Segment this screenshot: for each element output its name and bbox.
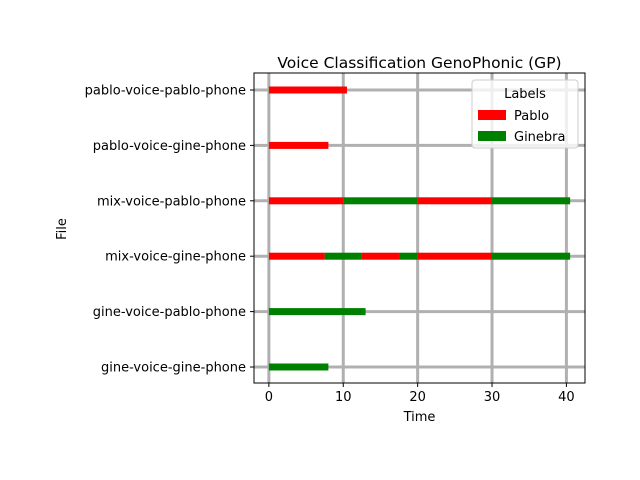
x-tick-label: 10 — [335, 390, 352, 405]
bar-segment-ginebra — [492, 252, 571, 260]
bar-segment-pablo — [268, 86, 347, 94]
x-axis-label: Time — [403, 410, 436, 425]
legend: Labels Pablo Ginebra — [471, 79, 579, 149]
y-tick-label: mix-voice-gine-phone — [105, 250, 246, 265]
y-tick-label: gine-voice-pablo-phone — [93, 305, 246, 320]
y-tick-label: pablo-voice-gine-phone — [93, 139, 246, 154]
bar-segment-pablo — [268, 197, 344, 205]
ticks: 0 10 20 30 40 pablo-voice-pablo-phone pablo-vo… — [85, 84, 575, 406]
bar-segment-ginebra — [492, 197, 571, 205]
bar-segment-pablo — [361, 252, 400, 260]
y-tick-label: mix-voice-pablo-phone — [97, 194, 246, 209]
bar-segment-pablo — [417, 252, 493, 260]
bar-segment-pablo — [417, 197, 493, 205]
plot-frame — [253, 72, 586, 384]
legend-swatch-pablo — [478, 110, 506, 120]
bar-segment-ginebra — [343, 197, 418, 205]
bars — [268, 86, 571, 371]
x-tick-label: 40 — [558, 390, 575, 405]
x-tick-label: 30 — [484, 390, 501, 405]
bar-segment-ginebra — [268, 308, 366, 316]
y-tick-label: pablo-voice-pablo-phone — [85, 84, 246, 99]
legend-label-ginebra: Ginebra — [514, 130, 566, 145]
x-tick-label: 0 — [265, 390, 273, 405]
x-tick-label: 20 — [409, 390, 426, 405]
y-tick-label: gine-voice-gine-phone — [101, 361, 246, 376]
bar-segment-pablo — [268, 141, 329, 149]
legend-swatch-ginebra — [478, 131, 506, 141]
legend-title: Labels — [504, 87, 546, 102]
chart-title: Voice Classification GenoPhonic (GP) — [277, 54, 561, 72]
bar-segment-ginebra — [268, 363, 329, 371]
bar-segment-pablo — [268, 252, 325, 260]
legend-label-pablo: Pablo — [514, 109, 549, 124]
y-axis-label: File — [55, 218, 70, 240]
bar-segment-ginebra — [324, 252, 362, 260]
bar-segment-ginebra — [399, 252, 418, 260]
axes — [253, 72, 586, 384]
